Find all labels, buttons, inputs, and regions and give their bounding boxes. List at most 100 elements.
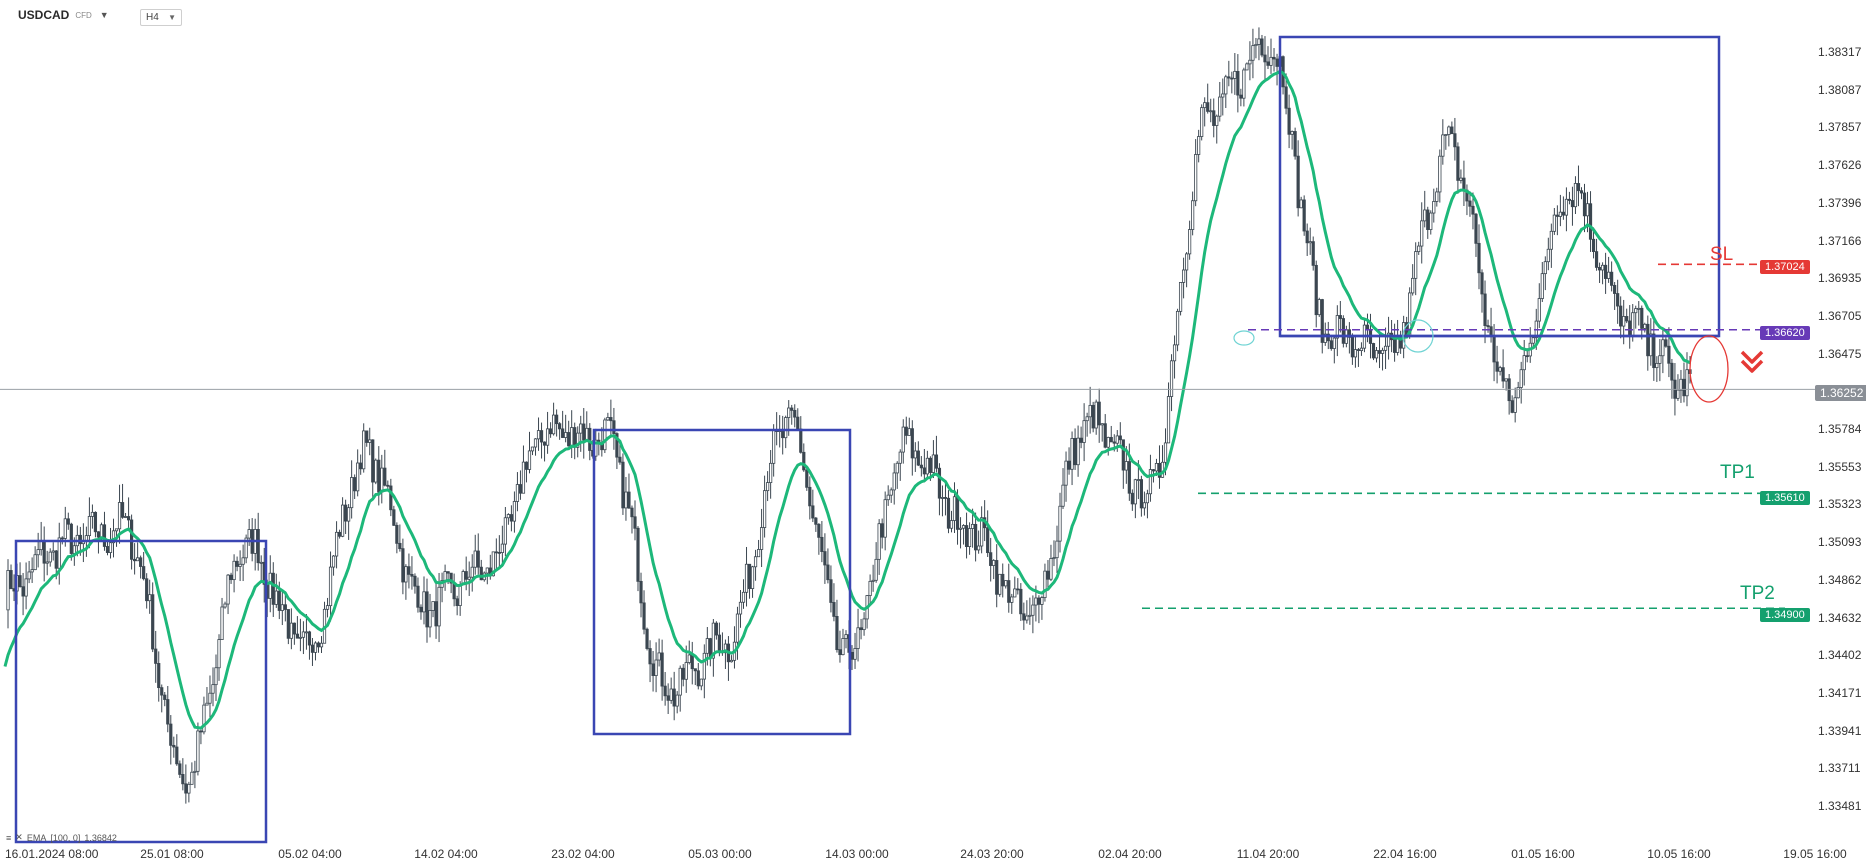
time-tick: 10.05 16:00 xyxy=(1647,847,1711,861)
candle-body xyxy=(1323,333,1327,343)
candle-body xyxy=(735,613,740,643)
candle-body xyxy=(588,427,592,451)
candle-body xyxy=(1266,61,1270,66)
candle-body xyxy=(630,507,634,518)
candle-body xyxy=(1218,96,1222,117)
candle-body xyxy=(1013,588,1017,598)
candle-body xyxy=(931,454,936,473)
candle-body xyxy=(548,428,553,435)
candle-body xyxy=(139,557,143,567)
candle-body xyxy=(298,636,303,639)
candle-body xyxy=(1471,205,1475,215)
candle-body xyxy=(1383,345,1388,351)
chevron-down-icon: ▼ xyxy=(168,13,176,22)
candle-body xyxy=(1531,337,1535,344)
candle-body xyxy=(1591,238,1596,253)
entry-price-tag: 1.36620 xyxy=(1760,326,1810,340)
candle-body xyxy=(796,416,800,430)
candle-body xyxy=(958,527,963,530)
candle-body xyxy=(437,586,441,627)
candle-body xyxy=(1124,461,1128,471)
price-tick: 1.36705 xyxy=(1818,308,1862,323)
candle-body xyxy=(1248,59,1252,65)
candle-body xyxy=(946,497,951,529)
candle-body xyxy=(1100,423,1104,426)
candle-body xyxy=(542,441,547,446)
candle-body xyxy=(967,528,972,547)
candle-body xyxy=(1661,339,1665,357)
candle-body xyxy=(1628,320,1632,336)
candle-body xyxy=(1480,272,1484,295)
candle-body xyxy=(1097,401,1101,426)
candle-body xyxy=(1106,437,1110,448)
candle-body xyxy=(1299,199,1303,209)
candle-body xyxy=(1082,420,1086,443)
candle-body xyxy=(1670,362,1674,381)
candle-body xyxy=(907,428,911,436)
touch-marker xyxy=(1402,319,1434,353)
candle-body xyxy=(60,537,64,540)
candle-body xyxy=(160,687,164,696)
candle-body xyxy=(506,514,510,519)
candle-body xyxy=(509,514,514,522)
timeframe-select[interactable]: H4 ▼ xyxy=(140,9,182,26)
candle-body xyxy=(1537,298,1541,322)
price-tick: 1.38087 xyxy=(1818,82,1862,97)
candle-body xyxy=(1444,134,1448,136)
candle-body xyxy=(371,439,375,483)
symbol-name[interactable]: USDCAD xyxy=(18,8,70,22)
candle-body xyxy=(413,575,417,587)
candle-body xyxy=(1224,76,1228,95)
candle-body xyxy=(78,534,82,545)
candle-body xyxy=(989,552,993,566)
candle-body xyxy=(69,523,73,554)
candle-body xyxy=(639,580,643,604)
candle-body xyxy=(1573,183,1578,208)
ema-legend[interactable]: ≡ ✕ EMA [100, 0] 1.36842 xyxy=(6,832,117,843)
settings-icon[interactable]: ≡ xyxy=(6,832,12,843)
ema-params: [100, 0] xyxy=(50,832,81,843)
candle-body xyxy=(545,428,550,446)
candle-body xyxy=(904,426,908,436)
candle-body xyxy=(1001,573,1005,587)
candle-body xyxy=(1064,460,1068,486)
candle-body xyxy=(1646,323,1650,357)
candle-body xyxy=(111,530,116,544)
candle-body xyxy=(1613,284,1617,294)
candle-body xyxy=(1130,492,1134,505)
candle-body xyxy=(1118,435,1122,441)
candle-body xyxy=(380,467,384,493)
candle-body xyxy=(977,545,981,551)
candle-body xyxy=(871,579,875,582)
candle-body xyxy=(823,551,827,566)
chevron-down-icon[interactable]: ▼ xyxy=(99,10,109,20)
candle-body xyxy=(1166,396,1171,444)
candle-body xyxy=(925,457,929,475)
candle-body xyxy=(663,685,667,697)
time-tick: 24.03 20:00 xyxy=(960,847,1024,861)
close-icon[interactable]: ✕ xyxy=(15,832,23,842)
candle-body xyxy=(117,502,122,530)
candle-body xyxy=(211,684,215,694)
candle-body xyxy=(1314,264,1318,316)
candle-body xyxy=(1423,209,1427,222)
candle-body xyxy=(916,450,920,466)
candle-body xyxy=(943,497,948,499)
candle-body xyxy=(1239,94,1243,99)
candle-body xyxy=(883,499,887,538)
candle-body xyxy=(289,622,293,639)
candle-body xyxy=(1142,502,1147,509)
candle-body xyxy=(1411,277,1415,294)
candle-body xyxy=(1103,423,1107,448)
candle-body xyxy=(1640,307,1644,329)
candle-body xyxy=(1625,316,1629,322)
price-tick: 1.37626 xyxy=(1818,158,1862,173)
candle-body xyxy=(1175,310,1180,346)
candle-body xyxy=(961,525,966,529)
candle-body xyxy=(552,414,556,435)
candle-body xyxy=(1374,350,1379,359)
candle-body xyxy=(1495,361,1499,372)
candle-body xyxy=(1353,349,1358,358)
candle-body xyxy=(21,586,25,597)
